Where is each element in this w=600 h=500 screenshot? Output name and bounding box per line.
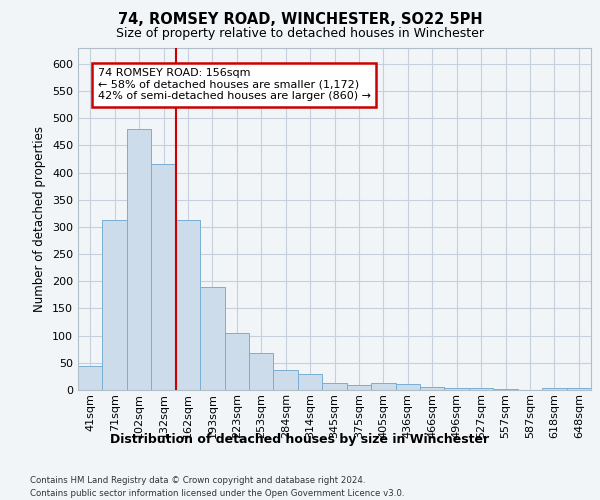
- Bar: [200, 286, 224, 390]
- Bar: [445, 388, 469, 390]
- Text: 74 ROMSEY ROAD: 156sqm
← 58% of detached houses are smaller (1,172)
42% of semi-: 74 ROMSEY ROAD: 156sqm ← 58% of detached…: [98, 68, 371, 102]
- Text: Contains public sector information licensed under the Open Government Licence v3: Contains public sector information licen…: [30, 489, 404, 498]
- Bar: [322, 383, 347, 390]
- Text: Contains HM Land Registry data © Crown copyright and database right 2024.: Contains HM Land Registry data © Crown c…: [30, 476, 365, 485]
- Bar: [420, 386, 445, 390]
- Text: Distribution of detached houses by size in Winchester: Distribution of detached houses by size …: [110, 432, 490, 446]
- Bar: [298, 374, 322, 390]
- Bar: [371, 383, 395, 390]
- Bar: [274, 370, 298, 390]
- Bar: [127, 129, 151, 390]
- Bar: [249, 353, 274, 390]
- Bar: [78, 366, 103, 390]
- Text: 74, ROMSEY ROAD, WINCHESTER, SO22 5PH: 74, ROMSEY ROAD, WINCHESTER, SO22 5PH: [118, 12, 482, 28]
- Y-axis label: Number of detached properties: Number of detached properties: [34, 126, 46, 312]
- Bar: [176, 220, 200, 390]
- Bar: [224, 334, 249, 390]
- Bar: [151, 164, 176, 390]
- Bar: [395, 384, 420, 390]
- Bar: [347, 384, 371, 390]
- Bar: [469, 388, 493, 390]
- Bar: [566, 388, 591, 390]
- Bar: [542, 388, 566, 390]
- Bar: [103, 220, 127, 390]
- Text: Size of property relative to detached houses in Winchester: Size of property relative to detached ho…: [116, 28, 484, 40]
